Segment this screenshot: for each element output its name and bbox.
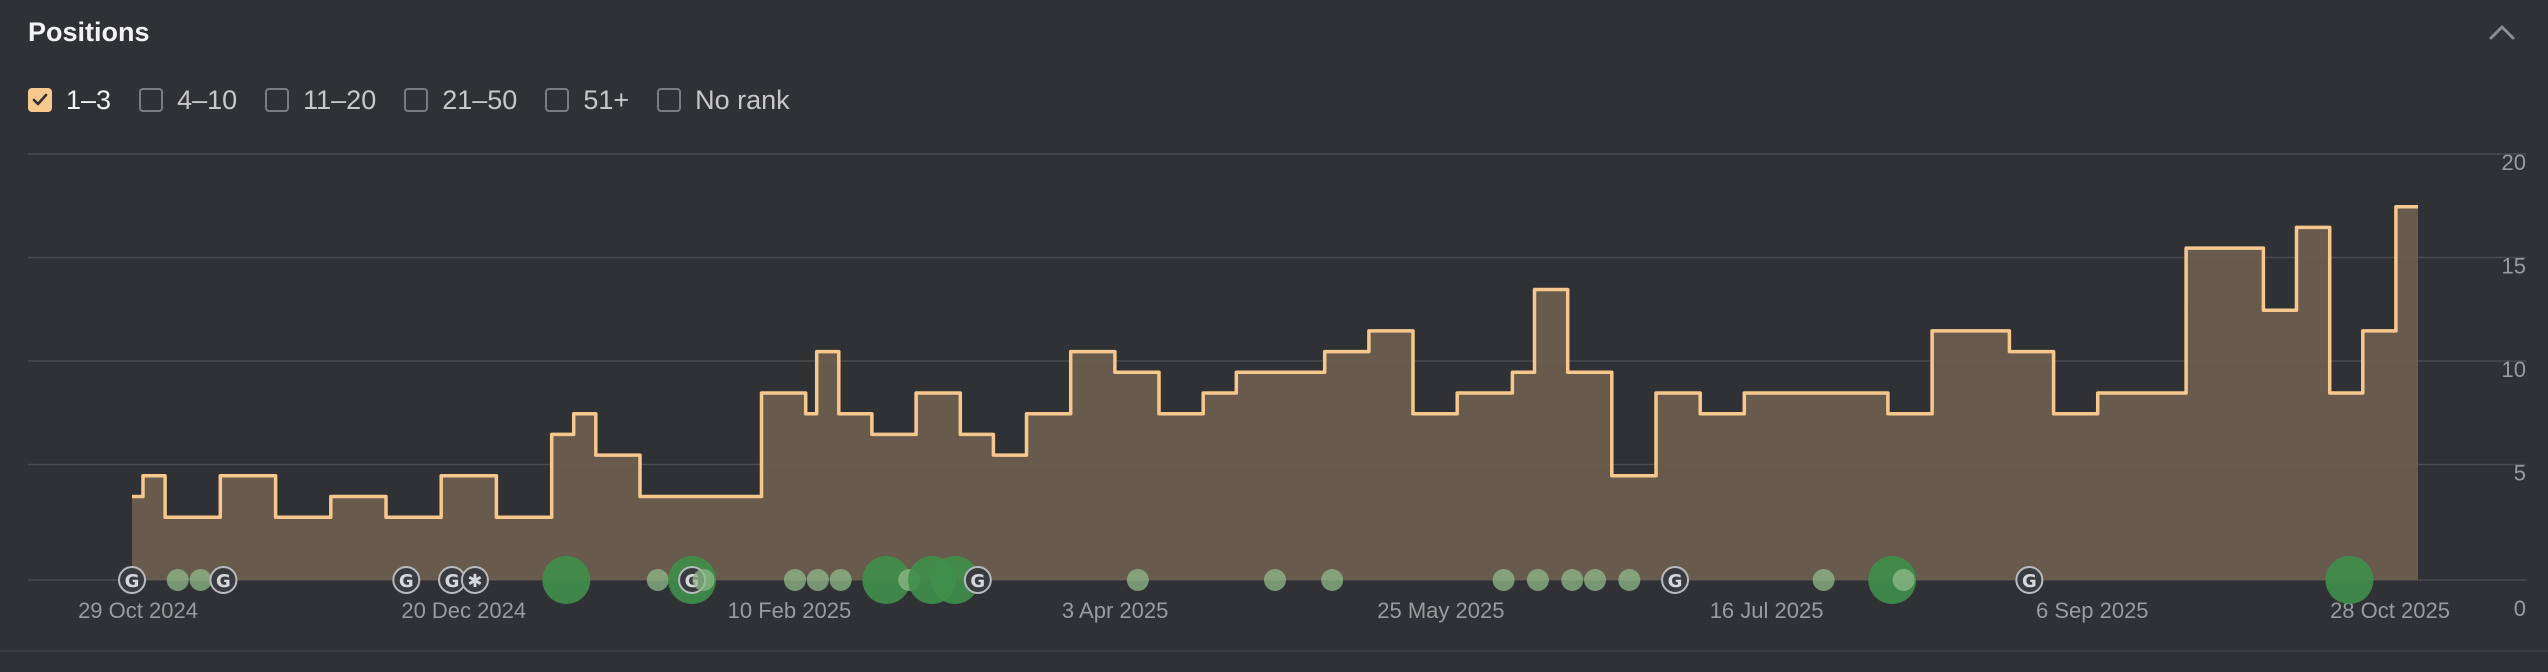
google-update-icon: G [2015, 566, 2044, 594]
event-marker [1126, 569, 1149, 591]
event-marker-large [930, 556, 979, 604]
y-tick-label: 5 [2514, 461, 2526, 486]
event-marker [783, 569, 806, 591]
filter-label: No rank [695, 84, 790, 115]
filter-checkbox-0[interactable]: 1–3 [28, 85, 111, 116]
event-marker [166, 569, 189, 591]
svg-text:G: G [970, 571, 985, 592]
svg-text:G: G [2022, 571, 2037, 592]
filter-checkbox-5[interactable]: No rank [657, 85, 790, 116]
event-marker [1561, 569, 1584, 591]
section-title: Positions [28, 16, 150, 47]
filter-label: 51+ [583, 84, 630, 115]
positions-chart: 20 15 10 5 0 29 Oct 2024 20 Dec 2024 10 Feb 202… [28, 150, 2526, 623]
event-marker [189, 569, 212, 591]
filter-label: 1–3 [66, 84, 112, 115]
filter-checkbox-3[interactable]: 21–50 [404, 85, 517, 116]
filter-checkbox-2[interactable]: 11–20 [265, 85, 376, 116]
position-filters: 1–3 4–10 11–20 21–50 51+ No rank [28, 80, 818, 120]
event-marker [646, 569, 669, 591]
divider [0, 650, 2548, 652]
event-marker [829, 569, 852, 591]
event-marker [1892, 569, 1915, 591]
x-tick-label: 29 Oct 2024 [78, 598, 198, 623]
google-update-icon: G [392, 566, 421, 594]
event-marker [1812, 569, 1835, 591]
event-marker [1618, 569, 1641, 591]
series-line [132, 204, 2418, 519]
series-area [132, 206, 2418, 580]
collapse-button[interactable] [2484, 14, 2520, 50]
event-marker [1526, 569, 1549, 591]
svg-text:G: G [445, 571, 460, 592]
event-marker [1264, 569, 1286, 591]
y-tick-label: 0 [2514, 596, 2526, 621]
x-tick-label: 3 Apr 2025 [1062, 598, 1168, 623]
x-tick-label: 25 May 2025 [1377, 598, 1504, 623]
event-marker-large [2325, 556, 2374, 604]
event-marker [1492, 569, 1515, 591]
checkbox-icon[interactable] [139, 88, 164, 112]
filter-checkbox-1[interactable]: 4–10 [139, 85, 237, 116]
event-marker-large [542, 556, 591, 604]
x-tick-label: 10 Feb 2025 [728, 598, 852, 623]
svg-text:G: G [399, 571, 414, 592]
event-marker-large [1868, 556, 1917, 604]
checkbox-icon[interactable] [404, 88, 429, 112]
event-marker [692, 569, 715, 591]
svg-text:G: G [216, 571, 231, 592]
gear-icon: ✱ [460, 566, 489, 594]
x-tick-label: 16 Jul 2025 [1710, 598, 1824, 623]
svg-text:G: G [1668, 571, 1683, 592]
google-update-icon: G [118, 566, 146, 594]
event-marker [1584, 569, 1607, 591]
filter-label: 4–10 [177, 84, 238, 115]
x-tick-label: 20 Dec 2024 [401, 598, 526, 623]
svg-text:✱: ✱ [467, 571, 482, 592]
google-update-icon: G [209, 566, 238, 594]
svg-text:G: G [125, 571, 140, 592]
chevron-up-icon [2489, 25, 2515, 40]
filter-label: 11–20 [303, 84, 377, 115]
checkbox-icon[interactable] [265, 88, 290, 112]
filter-label: 21–50 [442, 84, 518, 115]
event-marker [806, 569, 829, 591]
y-tick-label: 15 [2502, 254, 2526, 279]
checkbox-icon[interactable] [657, 88, 682, 112]
checkbox-checked-icon[interactable] [28, 88, 52, 112]
filter-checkbox-4[interactable]: 51+ [545, 85, 629, 116]
checkbox-icon[interactable] [545, 88, 570, 112]
event-marker-large [862, 556, 911, 604]
y-tick-label: 20 [2502, 150, 2526, 175]
section-header: Positions [28, 14, 2520, 50]
x-tick-label: 6 Sep 2025 [2036, 598, 2149, 623]
google-update-icon: G [963, 566, 992, 594]
y-tick-label: 10 [2502, 357, 2526, 382]
google-update-icon: G [1661, 566, 1690, 594]
event-marker [1321, 569, 1344, 591]
